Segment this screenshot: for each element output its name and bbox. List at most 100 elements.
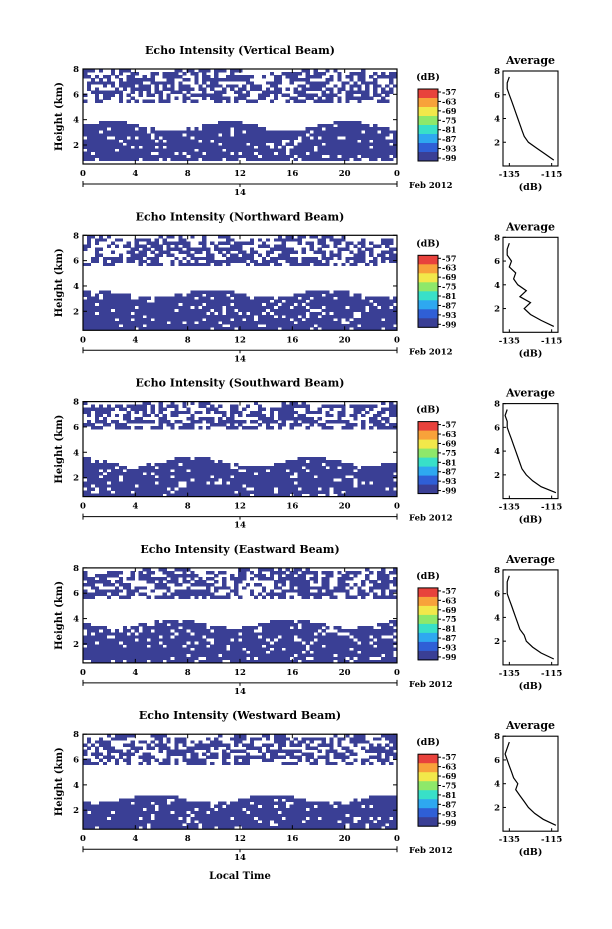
echo-cell (198, 256, 203, 261)
echo-cell (146, 595, 151, 599)
echo-cell (365, 493, 370, 497)
echo-cell (174, 580, 179, 584)
echo-cell (393, 413, 398, 418)
echo-cell (134, 302, 139, 307)
echo-cell (321, 327, 326, 331)
echo-cell (385, 241, 390, 245)
echo-cell (385, 650, 390, 654)
echo-cell (249, 139, 255, 143)
echo-cell (357, 250, 362, 254)
echo-cell (249, 324, 255, 328)
echo-cell (142, 626, 147, 630)
echo-cell (138, 84, 143, 88)
echo-cell (273, 148, 279, 153)
echo-cell (190, 318, 195, 322)
echo-cell (301, 659, 306, 664)
echo-cell (349, 472, 354, 476)
echo-cell (150, 311, 155, 316)
echo-cell (385, 314, 390, 319)
echo-cell (138, 632, 143, 636)
echo-cell (377, 465, 382, 470)
colorbar-label: -57 (442, 420, 456, 430)
echo-cell (226, 638, 231, 642)
echo-cell (245, 78, 251, 82)
echo-cell (289, 78, 294, 82)
echo-cell (373, 133, 378, 137)
echo-cell (214, 632, 219, 636)
echo-cell (170, 90, 175, 94)
echo-cell (150, 475, 155, 479)
echo-cell (106, 308, 112, 313)
echo-cell (337, 148, 342, 153)
echo-cell (253, 635, 259, 639)
echo-cell (202, 93, 207, 97)
echo-cell (365, 472, 370, 476)
echo-cell (166, 253, 171, 258)
echo-cell (94, 410, 100, 415)
echo-cell (293, 133, 298, 137)
echo-cell (210, 148, 215, 153)
echo-cell (83, 595, 88, 599)
echo-cell (182, 650, 187, 654)
echo-cell (349, 490, 354, 494)
echo-cell (381, 656, 386, 661)
echo-cell (389, 247, 394, 251)
echo-cell (118, 321, 124, 325)
echo-cell (110, 324, 116, 328)
echo-cell (241, 314, 247, 319)
echo-cell (218, 632, 223, 636)
echo-cell (365, 93, 370, 97)
echo-cell (365, 638, 370, 642)
echo-cell (269, 324, 275, 328)
echo-cell (277, 478, 283, 482)
echo-cell (83, 459, 88, 464)
echo-cell (329, 154, 334, 159)
echo-cell (257, 478, 263, 482)
echo-cell (166, 641, 171, 645)
echo-cell (313, 493, 318, 497)
echo-cell (389, 238, 394, 242)
echo-cell (341, 465, 346, 470)
echo-cell (234, 407, 239, 412)
echo-cell (218, 472, 223, 476)
echo-cell (122, 647, 128, 651)
echo-cell (337, 656, 342, 661)
echo-cell (158, 133, 163, 137)
echo-cell (381, 136, 386, 140)
echo-cell (273, 324, 279, 328)
echo-cell (178, 650, 183, 654)
echo-cell (313, 484, 318, 488)
echo-cell (309, 84, 314, 88)
echo-cell (281, 626, 286, 630)
echo-cell (158, 656, 163, 661)
echo-cell (281, 148, 286, 153)
echo-cell (277, 238, 283, 242)
echo-cell (333, 469, 338, 473)
echo-cell (249, 318, 255, 322)
echo-cell (126, 641, 131, 645)
echo-cell (86, 462, 92, 467)
echo-cell (365, 635, 370, 639)
echo-cell (178, 247, 183, 251)
echo-cell (381, 314, 386, 319)
echo-cell (226, 136, 231, 140)
echo-cell (198, 133, 203, 137)
panel-1: Echo Intensity (Vertical Beam)0 4 8 12 16 20 0… (54, 44, 562, 198)
echo-cell (381, 130, 386, 134)
echo-cell (385, 321, 390, 325)
echo-cell (122, 484, 128, 488)
echo-cell (166, 462, 171, 467)
echo-cell (138, 130, 143, 134)
echo-cell (86, 644, 92, 648)
echo-cell (110, 293, 116, 297)
echo-cell (269, 139, 275, 143)
echo-cell (345, 638, 350, 642)
echo-cell (118, 583, 124, 587)
echo-cell (281, 241, 286, 245)
echo-cell (230, 416, 235, 421)
echo-cell (261, 626, 267, 630)
echo-cell (365, 327, 370, 331)
average-y-tick-label: 2 (494, 138, 500, 148)
echo-cell (238, 413, 243, 418)
echo-cell (329, 78, 334, 82)
